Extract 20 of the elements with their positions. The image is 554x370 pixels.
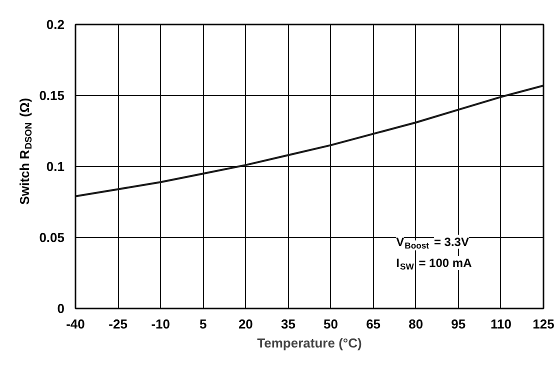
x-tick-label: -25 [108, 316, 128, 332]
y-tick-label: 0.1 [46, 159, 65, 174]
x-tick-label: -40 [66, 316, 85, 332]
y-tick-label: 0.2 [46, 17, 65, 32]
x-tick-label: 35 [280, 316, 296, 332]
x-tick-label: 125 [532, 316, 554, 332]
x-tick-label: 80 [408, 316, 424, 332]
y-axis-title: Switch RDSON (Ω) [17, 98, 34, 205]
y-tick-label: 0.05 [39, 230, 65, 245]
x-tick-label: 65 [366, 316, 381, 332]
line-series [76, 84, 544, 198]
x-tick-label: 50 [324, 316, 338, 332]
y-tick-label: 0.15 [39, 88, 65, 103]
x-tick-label: 5 [200, 316, 207, 332]
x-tick-label: 95 [451, 316, 466, 332]
x-tick-label: -10 [151, 316, 170, 332]
x-tick-label: 20 [238, 316, 253, 332]
x-axis-title: Temperature (°C) [257, 336, 362, 350]
y-tick-label: 0 [57, 301, 65, 316]
x-tick-label: 110 [490, 316, 512, 332]
